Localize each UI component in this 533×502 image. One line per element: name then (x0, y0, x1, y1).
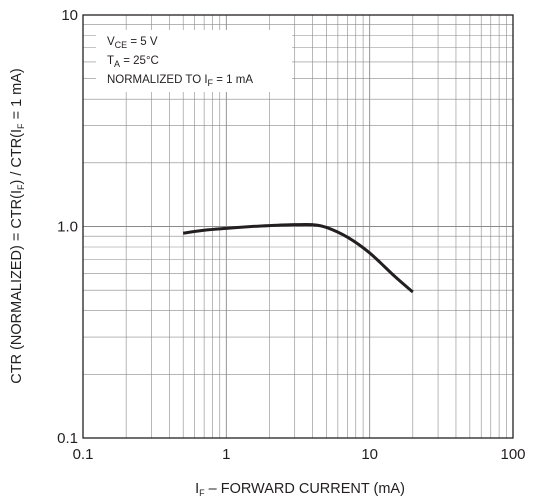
series-group (182, 222, 414, 294)
x-tick-label: 100 (500, 446, 525, 463)
legend-box (96, 30, 292, 92)
series-line (182, 222, 414, 294)
x-axis-title: IF – FORWARD CURRENT (mA) (195, 481, 405, 498)
y-tick-label: 0.1 (57, 430, 78, 447)
x-tick-label: 10 (361, 446, 378, 463)
annotation-ta: TA = 25°C (107, 55, 159, 69)
x-tick-label: 0.1 (73, 446, 94, 463)
tick-labels: 0.1 1 10 100 0.1 1.0 10 (57, 7, 525, 463)
annotation-vce: VCE = 5 V (107, 36, 158, 50)
y-tick-label: 10 (61, 7, 78, 24)
x-tick-label: 1 (222, 446, 230, 463)
annotation-normalized: NORMALIZED TO IF = 1 mA (107, 74, 253, 88)
y-axis-title: CTR (NORMALIZED) = CTR(IF) / CTR(IF = 1 … (9, 68, 26, 384)
plot-frame (82, 14, 514, 439)
y-tick-label: 1.0 (57, 219, 78, 236)
